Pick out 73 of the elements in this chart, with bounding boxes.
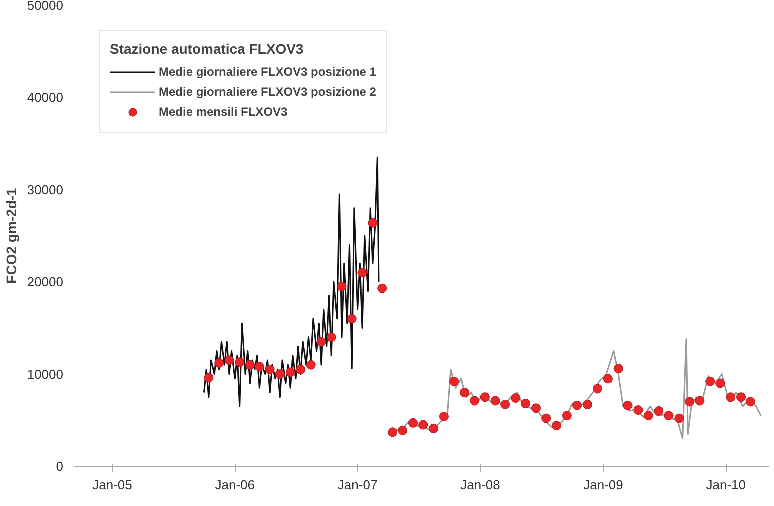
point bbox=[439, 412, 449, 422]
point bbox=[388, 428, 398, 438]
x-tick-label: Jan-09 bbox=[584, 478, 624, 492]
point bbox=[480, 392, 490, 402]
point bbox=[296, 364, 306, 374]
line-series bbox=[203, 156, 380, 408]
y-axis-title: FCO2 gm-2d-1 bbox=[3, 188, 20, 284]
point bbox=[408, 418, 418, 428]
point bbox=[254, 362, 264, 372]
point bbox=[224, 356, 234, 366]
point bbox=[623, 400, 633, 410]
line-series bbox=[387, 338, 762, 440]
point bbox=[521, 399, 531, 409]
point bbox=[726, 392, 736, 402]
point bbox=[572, 400, 582, 410]
legend-label: Medie giornaliere FLXOV3 posizione 2 bbox=[159, 85, 376, 99]
x-tick-label: Jan-08 bbox=[460, 478, 500, 492]
y-tick-label: 50000 bbox=[27, 0, 64, 13]
x-tick-label: Jan-10 bbox=[706, 478, 746, 492]
point bbox=[306, 360, 316, 370]
point bbox=[614, 364, 624, 374]
y-tick-label: 0 bbox=[56, 459, 64, 474]
y-tick-label: 30000 bbox=[27, 182, 64, 198]
point bbox=[685, 397, 695, 407]
y-tick-label: 20000 bbox=[27, 274, 64, 290]
legend-label: Medie mensili FLXOV3 bbox=[159, 105, 288, 119]
point bbox=[316, 337, 326, 347]
x-tick-label: Jan-06 bbox=[215, 478, 256, 492]
point bbox=[358, 268, 368, 278]
point bbox=[450, 376, 460, 386]
point bbox=[326, 332, 336, 342]
point bbox=[204, 373, 214, 383]
point bbox=[603, 374, 613, 384]
point bbox=[500, 400, 510, 410]
point bbox=[265, 364, 275, 374]
point bbox=[736, 392, 746, 402]
point bbox=[418, 420, 428, 430]
x-tick-label: Jan-07 bbox=[338, 478, 378, 492]
point bbox=[429, 424, 439, 434]
point bbox=[286, 368, 296, 378]
point bbox=[490, 396, 500, 406]
point bbox=[378, 284, 388, 294]
point bbox=[460, 388, 470, 398]
x-tick-label: Jan-05 bbox=[92, 478, 132, 492]
point bbox=[275, 370, 285, 380]
point bbox=[654, 406, 664, 416]
legend-label: Medie giornaliere FLXOV3 posizione 1 bbox=[159, 65, 376, 79]
point bbox=[511, 394, 521, 404]
point bbox=[552, 421, 562, 431]
point bbox=[542, 414, 552, 424]
point bbox=[235, 358, 245, 368]
point bbox=[470, 396, 480, 406]
point bbox=[337, 282, 347, 292]
point bbox=[716, 378, 726, 388]
point bbox=[674, 414, 684, 424]
point bbox=[398, 426, 408, 436]
point bbox=[368, 218, 378, 228]
point bbox=[695, 396, 705, 406]
legend-title: Stazione automatica FLXOV3 bbox=[110, 41, 305, 57]
point bbox=[644, 411, 654, 421]
y-tick-label: 10000 bbox=[27, 366, 64, 382]
point bbox=[347, 314, 357, 324]
point bbox=[246, 360, 256, 370]
point bbox=[593, 384, 603, 394]
point bbox=[746, 397, 756, 407]
point bbox=[214, 358, 224, 368]
point bbox=[582, 400, 592, 410]
point bbox=[706, 376, 716, 386]
y-tick-label: 40000 bbox=[27, 90, 64, 106]
point bbox=[532, 404, 542, 414]
point bbox=[562, 411, 572, 421]
point bbox=[664, 411, 674, 421]
point bbox=[634, 406, 644, 415]
